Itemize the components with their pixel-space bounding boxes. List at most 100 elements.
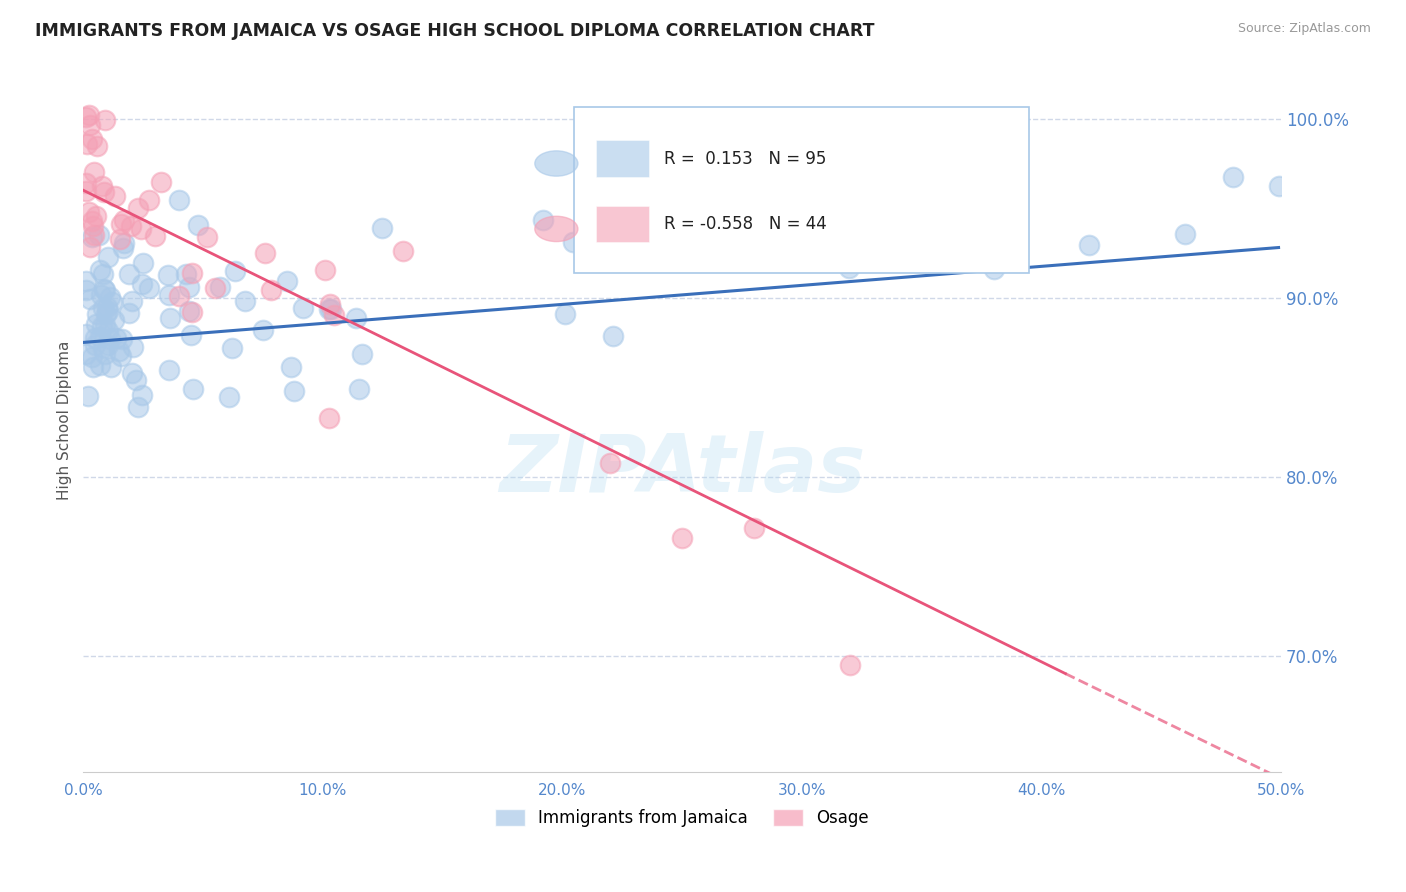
Point	[75, 176, 97, 190]
Point	[350, 346, 373, 360]
Point	[318, 297, 340, 311]
Point	[132, 255, 155, 269]
Point	[90, 178, 112, 193]
Legend: Immigrants from Jamaica, Osage: Immigrants from Jamaica, Osage	[488, 803, 876, 834]
Point	[75, 274, 97, 288]
Point	[110, 217, 132, 231]
Point	[82, 359, 104, 374]
Point	[93, 185, 115, 199]
FancyBboxPatch shape	[574, 107, 1029, 273]
Point	[93, 282, 115, 296]
Point	[80, 213, 103, 227]
Point	[118, 305, 141, 319]
Text: ZIPAtlas: ZIPAtlas	[499, 431, 865, 508]
Point	[98, 333, 121, 347]
Point	[218, 390, 240, 404]
Point	[838, 657, 860, 672]
Point	[180, 305, 202, 319]
Point	[1267, 179, 1289, 194]
Point	[77, 108, 100, 122]
Point	[97, 304, 120, 318]
Point	[131, 387, 153, 401]
Point	[112, 235, 135, 250]
Point	[143, 229, 166, 244]
Point	[1222, 170, 1244, 185]
Point	[83, 164, 105, 178]
Point	[105, 331, 128, 345]
Point	[344, 310, 367, 325]
Point	[89, 358, 111, 372]
Point	[127, 400, 149, 414]
Point	[602, 329, 624, 343]
Point	[80, 230, 103, 244]
Point	[283, 384, 305, 399]
Point	[209, 280, 232, 294]
Point	[224, 264, 246, 278]
Point	[111, 241, 134, 255]
Point	[318, 302, 340, 317]
Point	[371, 221, 394, 235]
Point	[79, 240, 101, 254]
Point	[112, 213, 135, 227]
Point	[252, 322, 274, 336]
Point	[159, 310, 181, 325]
Point	[177, 304, 200, 318]
Point	[96, 300, 118, 314]
Point	[94, 318, 117, 332]
Text: R =  0.153   N = 95: R = 0.153 N = 95	[664, 150, 827, 168]
Point	[554, 306, 576, 320]
Point	[347, 383, 370, 397]
Point	[75, 283, 97, 297]
Point	[180, 328, 202, 343]
Point	[84, 317, 107, 331]
Point	[108, 344, 131, 359]
Point	[599, 457, 621, 471]
Point	[280, 359, 302, 374]
Point	[79, 292, 101, 306]
Point	[108, 232, 131, 246]
Point	[94, 113, 117, 128]
Point	[838, 260, 860, 275]
Point	[89, 262, 111, 277]
Point	[75, 347, 97, 361]
Point	[80, 351, 103, 365]
Point	[76, 137, 98, 152]
Point	[181, 383, 204, 397]
Point	[75, 326, 97, 341]
FancyBboxPatch shape	[596, 140, 648, 177]
Point	[176, 267, 198, 281]
Point	[314, 263, 336, 277]
Point	[561, 235, 583, 249]
Point	[121, 366, 143, 380]
FancyBboxPatch shape	[596, 206, 648, 243]
Point	[127, 201, 149, 215]
Point	[167, 288, 190, 302]
Point	[1174, 227, 1197, 241]
Point	[319, 301, 342, 316]
Point	[779, 140, 801, 154]
Point	[91, 267, 114, 281]
Point	[195, 230, 218, 244]
Point	[94, 347, 117, 361]
Point	[129, 221, 152, 235]
Point	[531, 213, 554, 227]
Point	[82, 132, 104, 146]
Point	[97, 324, 120, 338]
Point	[98, 290, 121, 304]
Point	[83, 227, 105, 242]
Point	[86, 307, 108, 321]
Point	[91, 301, 114, 315]
Point	[157, 363, 180, 377]
Point	[322, 308, 344, 322]
Point	[91, 318, 114, 333]
Point	[181, 266, 204, 280]
Point	[110, 349, 132, 363]
Text: R = -0.558   N = 44: R = -0.558 N = 44	[664, 215, 827, 233]
Point	[84, 209, 107, 223]
Point	[83, 337, 105, 351]
Point	[169, 193, 191, 207]
Point	[94, 283, 117, 297]
Point	[177, 280, 200, 294]
Point	[235, 293, 257, 308]
Point	[1078, 238, 1101, 252]
